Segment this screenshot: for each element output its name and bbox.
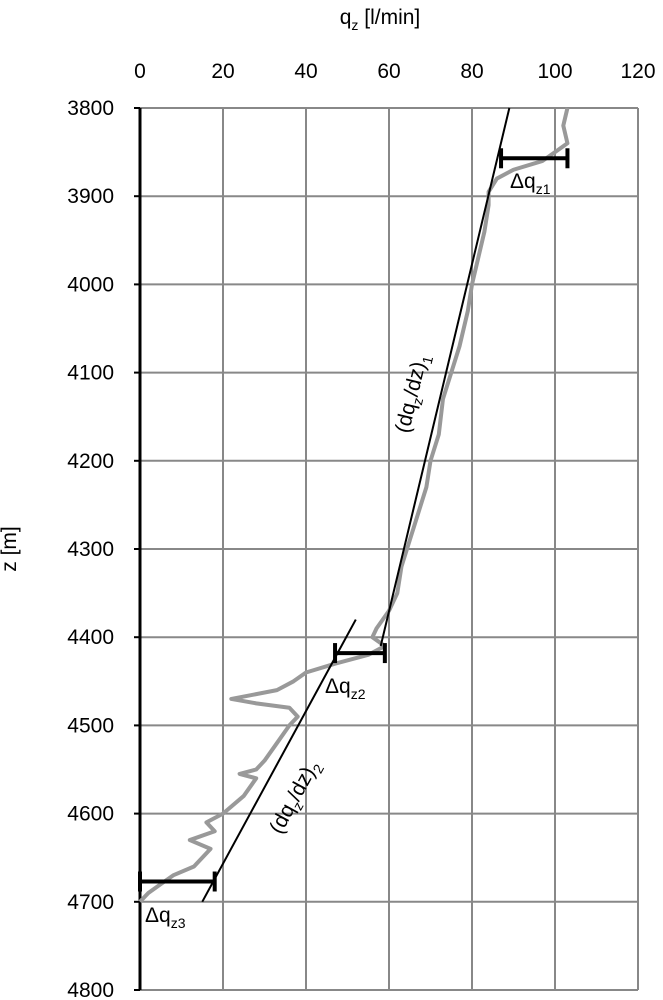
- y-tick-label: 4800: [67, 979, 114, 1000]
- y-axis-title: z [m]: [0, 526, 21, 572]
- x-tick-label: 60: [377, 60, 400, 83]
- text-part: [l/min]: [358, 6, 420, 29]
- subscript: z2: [351, 686, 366, 702]
- y-tick-label: 4300: [67, 538, 114, 561]
- y-tick-label: 4600: [67, 803, 114, 826]
- error-bar-label: Δqz3: [145, 904, 186, 931]
- y-tick-label: 4400: [67, 626, 114, 649]
- y-tick-label: 4000: [67, 273, 114, 296]
- text-part: /dz): [400, 359, 431, 398]
- y-tick-label: 3800: [67, 97, 114, 120]
- text-part: Δq: [145, 904, 171, 927]
- y-tick-label: 4500: [67, 714, 114, 737]
- x-axis-title: qz [l/min]: [340, 6, 421, 33]
- x-tick-label: 80: [460, 60, 483, 83]
- data-line: [138, 107, 570, 904]
- error-bar-label: Δqz2: [325, 675, 366, 702]
- fit-label: (dqz/dz)1: [391, 352, 436, 436]
- text-part: q: [340, 6, 352, 29]
- x-tick-label: 100: [537, 60, 572, 83]
- fit-line: [379, 107, 511, 647]
- subscript: z: [351, 17, 358, 33]
- subscript: z1: [536, 181, 551, 197]
- subscript: z3: [171, 915, 186, 931]
- y-tick-label: 3900: [67, 185, 114, 208]
- subscript: 1: [419, 354, 436, 366]
- subscript: z: [409, 396, 426, 407]
- x-tick-label: 20: [211, 60, 234, 83]
- x-tick-label: 120: [620, 60, 655, 83]
- x-tick-label: 40: [294, 60, 317, 83]
- fit-line: [201, 619, 357, 903]
- x-tick-label: 0: [134, 60, 146, 83]
- text-part: Δq: [510, 170, 536, 193]
- y-tick-label: 4200: [67, 450, 114, 473]
- text-part: Δq: [325, 675, 351, 698]
- y-tick-label: 4700: [67, 891, 114, 914]
- error-bar-label: Δqz1: [510, 170, 551, 197]
- y-tick-label: 4100: [67, 362, 114, 385]
